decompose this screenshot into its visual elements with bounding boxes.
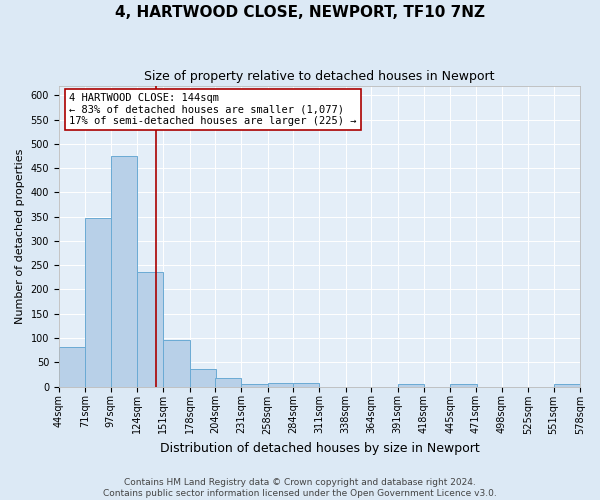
Bar [241,384,268,386]
Bar [450,384,476,386]
Text: 4, HARTWOOD CLOSE, NEWPORT, TF10 7NZ: 4, HARTWOOD CLOSE, NEWPORT, TF10 7NZ [115,5,485,20]
Bar [59,346,85,387]
Text: 4 HARTWOOD CLOSE: 144sqm
← 83% of detached houses are smaller (1,077)
17% of sem: 4 HARTWOOD CLOSE: 144sqm ← 83% of detach… [70,93,357,126]
Text: Contains HM Land Registry data © Crown copyright and database right 2024.
Contai: Contains HM Land Registry data © Crown c… [103,478,497,498]
Bar [554,384,580,386]
Bar [163,340,190,386]
Bar [110,156,137,386]
Bar [215,378,241,386]
X-axis label: Distribution of detached houses by size in Newport: Distribution of detached houses by size … [160,442,479,455]
Bar [85,218,112,386]
Bar [398,384,424,386]
Y-axis label: Number of detached properties: Number of detached properties [15,148,25,324]
Title: Size of property relative to detached houses in Newport: Size of property relative to detached ho… [144,70,495,83]
Bar [190,368,216,386]
Bar [268,382,294,386]
Bar [137,272,163,386]
Bar [293,382,319,386]
